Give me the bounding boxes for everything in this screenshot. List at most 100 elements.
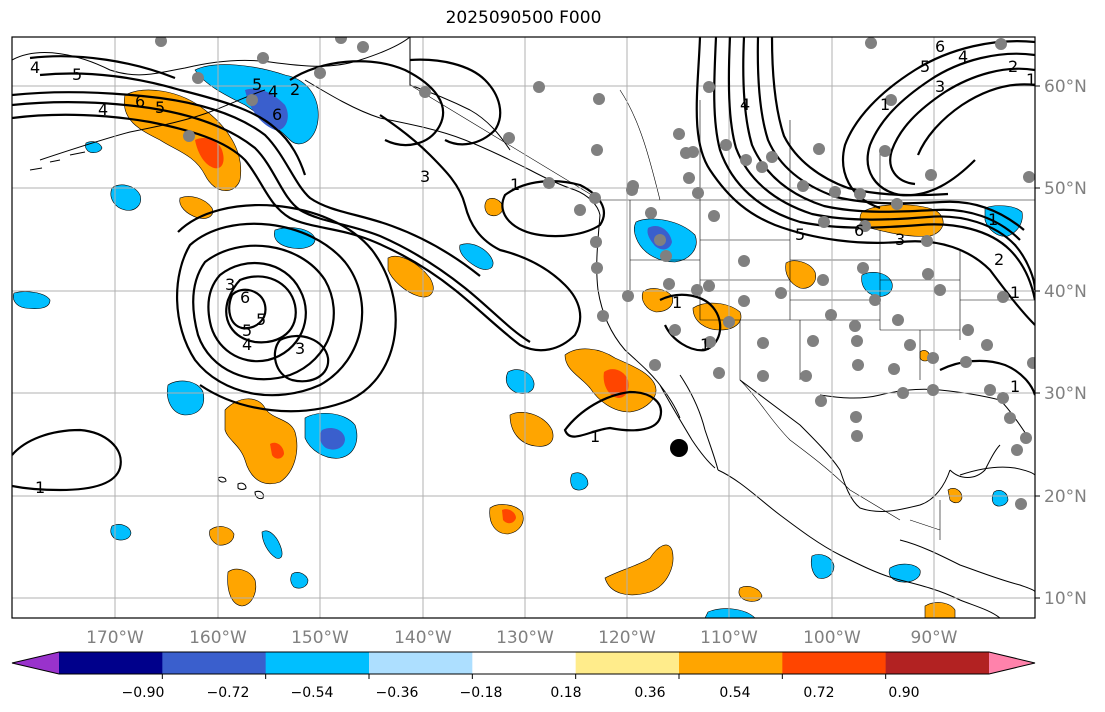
anomaly-fill (13, 291, 51, 310)
colorbar-segment (472, 652, 577, 674)
contour-label: 5 (795, 225, 805, 244)
anomaly-fill (110, 184, 141, 211)
contour-label: 1 (510, 175, 520, 194)
lon-label: 160°W (189, 628, 247, 648)
colorbar-tick-label: −0.18 (460, 685, 503, 701)
colorbar-segment (575, 652, 680, 674)
anomaly-fill (502, 509, 516, 524)
lat-label: 30°N (1044, 384, 1087, 404)
contour-label: 1 (1026, 70, 1036, 89)
contour-label: 2 (290, 80, 300, 99)
anomaly-fill (459, 243, 494, 270)
anomaly-fill (227, 568, 257, 607)
lon-label: 100°W (803, 628, 861, 648)
anomaly-fill (167, 380, 205, 416)
contour-label: 6 (135, 92, 145, 111)
colorbar-extend-high (989, 652, 1035, 674)
contour-label: 2 (994, 250, 1004, 269)
contour-label: 4 (958, 47, 968, 66)
lon-label: 120°W (598, 628, 656, 648)
contour-label: 5 (256, 310, 266, 329)
lat-label: 40°N (1044, 282, 1087, 302)
anomaly-fill (270, 442, 284, 459)
station-dots (155, 37, 1035, 510)
colorbar-segment (59, 652, 163, 674)
contour-label: 4 (242, 335, 252, 354)
anomaly-fill (261, 530, 283, 559)
lon-label: 170°W (86, 628, 144, 648)
colorbar-tick-label: −0.36 (376, 685, 419, 701)
contour-label-group: 4 5 6 5 4 5 6 5 4 3 6 3 4 5 3 2 1 1 1 1 … (30, 37, 1036, 497)
colorbar-tick-label: 0.54 (719, 685, 750, 701)
colorbar-tick-label: 0.90 (888, 685, 919, 701)
anomaly-fill (704, 608, 756, 618)
contour-label: 3 (895, 230, 905, 249)
latitude-labels: 10°N 20°N 30°N 40°N 50°N 60°N (1044, 77, 1087, 609)
contour-label: 3 (295, 339, 305, 358)
longitude-labels: 170°W 160°W 150°W 140°W 130°W 120°W 110°… (86, 628, 958, 648)
contour-label: 3 (225, 275, 235, 294)
selected-point-marker (670, 439, 688, 457)
contour-label: 5 (252, 75, 262, 94)
anomaly-fill (509, 411, 554, 447)
anomaly-fill (209, 526, 235, 546)
lon-label: 140°W (394, 628, 452, 648)
colorbar-labels: −0.90 −0.72 −0.54 −0.36 −0.18 0.18 0.36 … (122, 685, 920, 701)
anomaly-fills (13, 64, 1023, 618)
contour-label: 1 (988, 210, 998, 229)
colorbar-tick-label: 0.18 (550, 685, 581, 701)
anomaly-fill (319, 428, 345, 450)
colorbar-tick-label: −0.54 (291, 685, 334, 701)
anomaly-fill (387, 256, 434, 298)
contour-label: 5 (155, 98, 165, 117)
colorbar-tick-label: −0.72 (207, 685, 250, 701)
anomaly-fill (224, 398, 298, 484)
contour-label: 1 (880, 95, 890, 114)
colorbar-segment (265, 652, 370, 674)
contour-label: 6 (854, 221, 864, 240)
anomaly-fill (603, 369, 629, 398)
colorbar-extend-low (12, 652, 59, 674)
lat-label: 60°N (1044, 77, 1087, 97)
colorbar-outline (11, 651, 1036, 675)
anomaly-fill (888, 563, 921, 583)
anomaly-fill (604, 544, 674, 596)
contour-label: 4 (30, 58, 40, 77)
map-frame (11, 36, 1036, 619)
lat-label: 50°N (1044, 179, 1087, 199)
contour-label: 1 (35, 478, 45, 497)
colorbar-tick-label: 0.36 (634, 685, 665, 701)
colorbar-segment (162, 652, 267, 674)
anomaly-fill (505, 369, 535, 394)
contour-label: 3 (420, 167, 430, 186)
contour-label: 5 (72, 65, 82, 84)
anomaly-fill (110, 524, 132, 541)
anomaly-fill (179, 196, 213, 219)
lat-label: 10°N (1044, 589, 1087, 609)
colorbar-segment (782, 652, 887, 674)
colorbar-segment (369, 652, 473, 674)
anomaly-fill (195, 138, 224, 169)
contour-label: 6 (935, 37, 945, 56)
contour-label: 5 (920, 57, 930, 76)
contour-label: 1 (1010, 377, 1020, 396)
lat-ticks (1035, 85, 1040, 599)
contour-label: 1 (672, 293, 682, 312)
contour-label: 2 (1008, 57, 1018, 76)
contour-label: 3 (935, 77, 945, 96)
contour-label: 6 (272, 105, 282, 124)
anomaly-fill (924, 602, 956, 618)
colorbar-tick-label: −0.90 (122, 685, 165, 701)
colorbar-segment (679, 652, 783, 674)
lat-label: 20°N (1044, 487, 1087, 507)
anomaly-fill (641, 288, 673, 313)
lon-label: 130°W (496, 628, 554, 648)
lon-label: 150°W (291, 628, 349, 648)
contour-label: 1 (1010, 283, 1020, 302)
colorbar-segment (885, 652, 990, 674)
anomaly-fill (570, 472, 589, 491)
contour-label: 4 (98, 100, 108, 119)
anomaly-fill (484, 198, 504, 217)
anomaly-fill (290, 572, 309, 589)
